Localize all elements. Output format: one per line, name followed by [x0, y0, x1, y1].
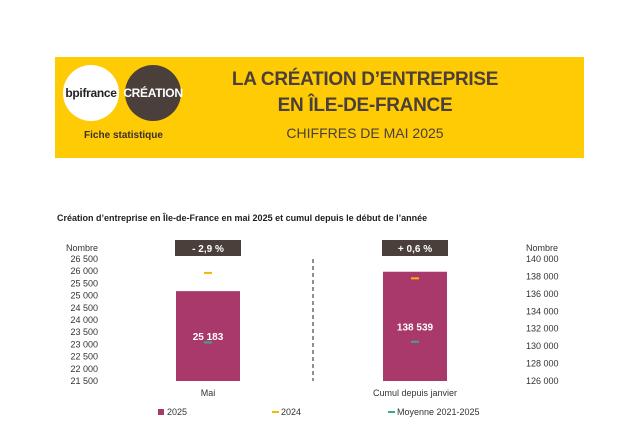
left-axis-tick: 24 000	[70, 315, 98, 325]
left-axis-tick: 22 000	[70, 364, 98, 374]
bar-2025	[383, 271, 447, 381]
page-title-line1: LA CRÉATION D’ENTREPRISE	[231, 69, 499, 90]
category-label: Mai	[201, 388, 216, 398]
bar-value-label: 25 183	[193, 332, 224, 343]
page-subtitle: CHIFFRES DE MAI 2025	[286, 125, 444, 141]
left-axis-tick: 26 500	[70, 254, 98, 264]
left-axis-tick: 25 500	[70, 278, 98, 288]
right-axis-tick: 140 000	[526, 254, 559, 264]
bpifrance-logo: bpifrance	[63, 65, 119, 121]
legend-label: 2024	[281, 407, 301, 417]
right-axis-label: Nombre	[526, 243, 558, 253]
variation-badge	[175, 240, 241, 256]
bpifrance-logo-text: bpifrance	[65, 86, 117, 100]
variation-badge-text: + 0,6 %	[398, 244, 432, 255]
right-axis-tick: 134 000	[526, 306, 559, 316]
bar-2025	[176, 291, 240, 381]
fiche-statistique-label: Fiche statistique	[84, 130, 163, 141]
creation-logo: CRÉATION	[123, 65, 183, 121]
bar-value-label: 138 539	[397, 322, 434, 333]
left-axis-tick: 23 500	[70, 327, 98, 337]
right-axis-tick: 138 000	[526, 271, 559, 281]
left-axis-tick: 21 500	[70, 376, 98, 386]
left-axis-tick: 23 000	[70, 339, 98, 349]
variation-badge-text: - 2,9 %	[192, 244, 224, 255]
legend-label: Moyenne 2021-2025	[397, 407, 480, 417]
creation-logo-text: CRÉATION	[123, 86, 183, 100]
category-label: Cumul depuis janvier	[373, 388, 457, 398]
legend-swatch	[158, 409, 164, 415]
chart-title: Création d’entreprise en Île-de-France e…	[57, 213, 428, 223]
right-axis-tick: 126 000	[526, 376, 559, 386]
left-axis-tick: 24 500	[70, 303, 98, 313]
variation-badge	[382, 240, 448, 256]
header-banner: bpifrance CRÉATION Fiche statistique LA …	[55, 57, 584, 158]
right-axis-tick: 132 000	[526, 324, 559, 334]
left-axis-tick: 25 000	[70, 291, 98, 301]
legend-label: 2025	[167, 407, 187, 417]
right-axis-tick: 128 000	[526, 359, 559, 369]
right-axis-tick: 130 000	[526, 341, 559, 351]
left-axis-tick: 22 500	[70, 352, 98, 362]
page-title-line2: EN ÎLE-DE-FRANCE	[277, 95, 453, 116]
right-axis-tick: 136 000	[526, 289, 559, 299]
left-axis-tick: 26 000	[70, 266, 98, 276]
left-axis-label: Nombre	[66, 243, 98, 253]
